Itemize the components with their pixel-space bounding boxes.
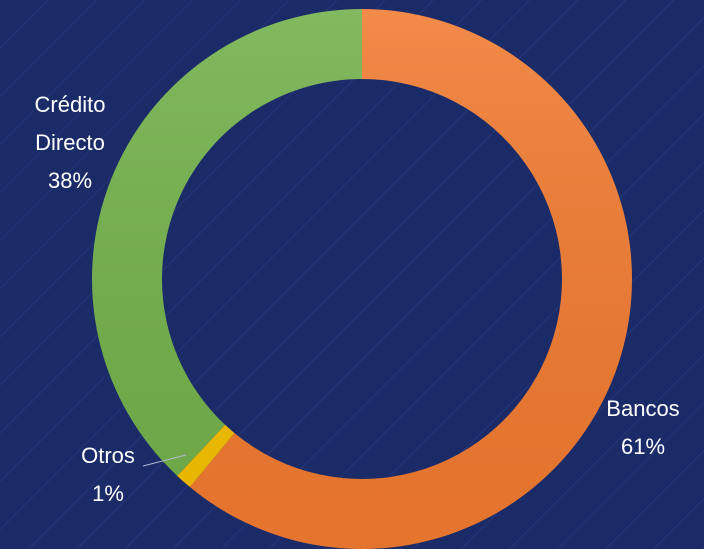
data-label: Crédito Directo 38% xyxy=(10,86,130,200)
value-label: 61% xyxy=(620,434,666,459)
category-label: Otros xyxy=(81,443,135,468)
value-label: 1% xyxy=(92,481,124,506)
data-label: Otros 1% xyxy=(58,437,158,513)
category-label: Crédito Directo xyxy=(34,92,106,155)
value-label: 38% xyxy=(47,168,93,193)
category-label: Bancos xyxy=(606,396,680,421)
data-label: Bancos 61% xyxy=(588,390,698,466)
leader-line xyxy=(142,454,187,467)
donut xyxy=(91,8,632,549)
